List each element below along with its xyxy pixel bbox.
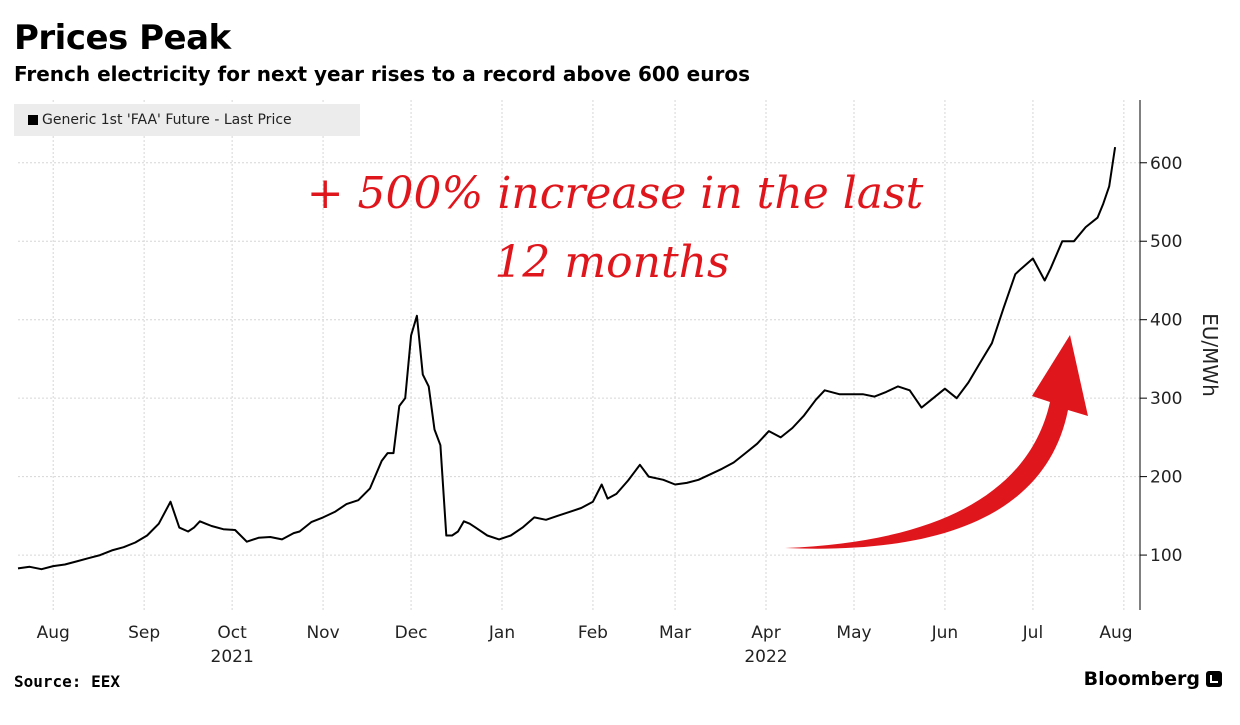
annotation-arrow: [785, 335, 1088, 549]
x-tick-label: Aug: [1099, 623, 1132, 643]
x-tick-label: May: [836, 623, 871, 643]
annotation-line-1: + 500% increase in the last: [307, 168, 924, 219]
chart-subtitle: French electricity for next year rises t…: [14, 62, 750, 86]
x-tick-label: Feb: [578, 623, 608, 643]
x-tick-label: Oct: [217, 623, 247, 643]
legend: Generic 1st 'FAA' Future - Last Price: [14, 104, 360, 136]
y-axis-label: EU/MWh: [1198, 313, 1222, 397]
gridlines: [18, 100, 1140, 610]
legend-swatch: [28, 115, 38, 125]
y-tick-label: 200: [1150, 468, 1182, 488]
x-tick-label: Jun: [931, 623, 959, 643]
x-tick-label: Sep: [128, 623, 160, 643]
y-axis-ticks: 100 200 300 400 500 600: [1140, 154, 1182, 566]
legend-label: Generic 1st 'FAA' Future - Last Price: [42, 112, 292, 128]
x-year-label: 2021: [211, 647, 254, 667]
x-year-label: 2022: [744, 647, 787, 667]
y-tick-label: 500: [1150, 232, 1182, 252]
x-tick-label: Nov: [306, 623, 339, 643]
source-note: Source: EEX: [14, 672, 120, 691]
y-tick-label: 400: [1150, 311, 1182, 331]
x-tick-label: Jan: [488, 623, 515, 643]
x-tick-label: Apr: [751, 623, 780, 643]
y-tick-label: 100: [1150, 546, 1182, 566]
brand-name: Bloomberg: [1083, 668, 1200, 690]
x-tick-label: Jul: [1022, 623, 1044, 643]
y-tick-label: 300: [1150, 389, 1182, 409]
x-tick-label: Mar: [659, 623, 691, 643]
chart-title: Prices Peak: [14, 18, 231, 58]
x-axis-labels: Aug Sep Oct Nov Dec Jan Feb Mar Apr May Jun Jul Aug 2…: [37, 623, 1133, 667]
series-line: [17, 146, 1117, 571]
y-tick-label: 600: [1150, 154, 1182, 174]
x-tick-label: Aug: [37, 623, 70, 643]
x-tick-label: Dec: [395, 623, 428, 643]
bloomberg-brand: Bloomberg: [1084, 668, 1222, 690]
annotation-line-2: 12 months: [494, 237, 729, 288]
bloomberg-logo-icon: [1206, 671, 1222, 687]
